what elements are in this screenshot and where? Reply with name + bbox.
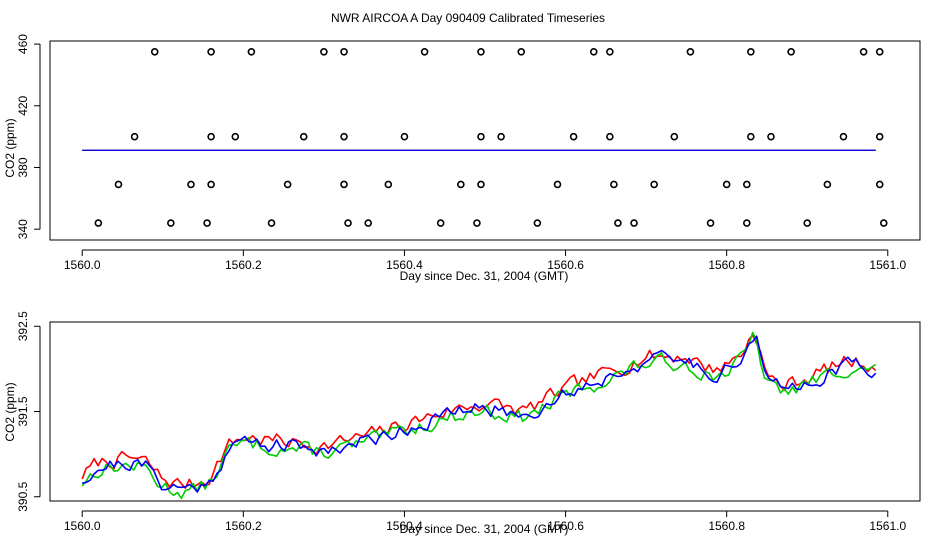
y-tick-label: 392.5 (16, 311, 30, 341)
y-tick-label: 390.5 (16, 481, 30, 511)
data-point (767, 132, 775, 141)
bottom-y-axis: 390.5 391.5 392.5 (16, 311, 41, 512)
data-point (803, 219, 812, 227)
data-point (340, 132, 348, 141)
data-point (207, 47, 215, 56)
data-point (247, 47, 256, 56)
bottom-panel: 1560.0 1560.2 1560.4 1560.6 1560.8 1561.0 390… (3, 311, 921, 536)
x-tick-label: 1560.4 (386, 258, 423, 272)
data-point (879, 219, 888, 227)
series-line (81, 331, 877, 500)
data-point (743, 180, 751, 189)
data-point (610, 180, 618, 189)
bottom-x-axis-label: Day since Dec. 31, 2004 (GMT) (400, 522, 569, 536)
x-tick-label: 1560.0 (64, 519, 101, 533)
data-point (340, 180, 348, 189)
data-point (823, 180, 832, 189)
data-point (364, 219, 372, 227)
top-x-axis-label: Day since Dec. 31, 2004 (GMT) (400, 269, 569, 283)
data-point (207, 132, 215, 141)
data-point (875, 132, 884, 141)
data-point (606, 132, 614, 141)
top-x-axis: 1560.0 1560.2 1560.4 1560.6 1560.8 1561.0 (64, 249, 906, 272)
x-tick-label: 1560.2 (225, 519, 262, 533)
y-tick-label: 340 (16, 219, 30, 239)
bottom-x-axis: 1560.0 1560.2 1560.4 1560.6 1560.8 1561.0 (64, 510, 906, 533)
y-tick-label: 391.5 (16, 396, 30, 426)
data-point (553, 180, 562, 189)
data-point (497, 132, 505, 141)
data-point (477, 132, 485, 141)
data-point (875, 180, 884, 189)
data-point (670, 132, 679, 141)
data-point (859, 47, 868, 56)
data-point (231, 132, 240, 141)
data-point (473, 219, 481, 227)
data-point (94, 219, 103, 227)
top-y-axis: 340 380 420 460 (16, 34, 41, 239)
data-point (400, 132, 409, 141)
data-point (299, 132, 308, 141)
chart-title: NWR AIRCOA A Day 090409 Calibrated Times… (331, 11, 605, 25)
data-point (344, 219, 352, 227)
data-point (283, 180, 292, 189)
data-point (187, 180, 195, 189)
data-point (722, 180, 731, 189)
data-point (207, 180, 215, 189)
data-point (569, 132, 578, 141)
x-tick-label: 1560.4 (386, 519, 423, 533)
x-tick-label: 1561.0 (869, 258, 906, 272)
x-tick-label: 1560.8 (708, 258, 745, 272)
series-line (82, 335, 877, 493)
y-tick-label: 460 (16, 34, 30, 54)
data-point (706, 219, 715, 227)
y-tick-label: 420 (16, 95, 30, 115)
data-point (436, 219, 445, 227)
data-point (589, 47, 598, 56)
data-point (630, 219, 638, 227)
data-point (167, 219, 175, 227)
series-line (81, 334, 877, 490)
data-point (650, 180, 658, 189)
data-point (203, 219, 211, 227)
data-point (114, 180, 123, 189)
data-point (130, 132, 139, 141)
data-point (614, 219, 622, 227)
bottom-y-axis-label: CO2 (ppm) (3, 382, 17, 441)
data-point (533, 219, 542, 227)
data-point (787, 47, 795, 56)
data-point (747, 132, 755, 141)
top-plot-frame (49, 40, 921, 241)
data-point (267, 219, 276, 227)
x-tick-label: 1560.6 (547, 258, 584, 272)
top-panel: 1560.0 1560.2 1560.4 1560.6 1560.8 1561.0 340… (3, 34, 921, 283)
bottom-plot-frame (49, 321, 921, 502)
data-point (384, 180, 393, 189)
data-point (517, 47, 526, 56)
data-point (743, 219, 751, 227)
bottom-series-lines (81, 331, 877, 500)
data-point (457, 180, 465, 189)
data-point (150, 47, 159, 56)
x-tick-label: 1561.0 (869, 519, 906, 533)
x-tick-label: 1560.0 (64, 258, 101, 272)
data-point (477, 47, 485, 56)
x-tick-label: 1560.6 (547, 519, 584, 533)
y-tick-label: 380 (16, 157, 30, 177)
data-point (477, 180, 485, 189)
data-point (606, 47, 614, 56)
data-point (420, 47, 429, 56)
data-point (839, 132, 848, 141)
top-points (94, 47, 888, 227)
data-point (747, 47, 755, 56)
data-point (686, 47, 695, 56)
x-tick-label: 1560.8 (708, 519, 745, 533)
data-point (340, 47, 348, 56)
data-point (875, 47, 884, 56)
x-tick-label: 1560.2 (225, 258, 262, 272)
top-y-axis-label: CO2 (ppm) (3, 118, 17, 177)
data-point (320, 47, 328, 56)
